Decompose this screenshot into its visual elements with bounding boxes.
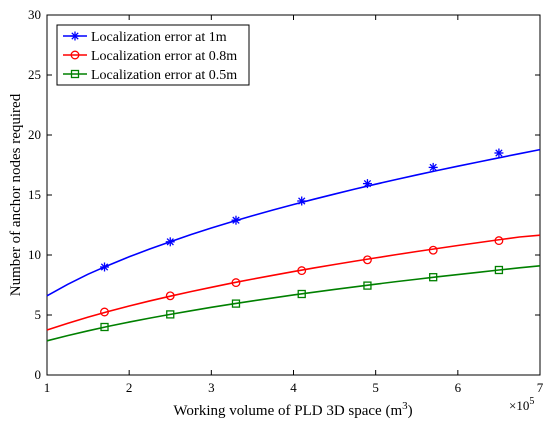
- data-point: [297, 289, 306, 299]
- series-layer: [46, 148, 541, 342]
- data-point: [297, 196, 307, 206]
- data-point: [297, 266, 307, 276]
- series-line: [46, 234, 541, 331]
- y-axis: 0 5 10 15 20 25 30: [28, 7, 540, 382]
- legend-label: Localization error at 0.5m: [91, 68, 237, 83]
- data-point: [100, 307, 109, 317]
- data-point: [231, 278, 241, 288]
- data-point: [494, 265, 504, 275]
- x-tick-label: 7: [537, 380, 544, 395]
- x-exponent-power: 5: [529, 396, 534, 407]
- x-tick-label: 6: [455, 380, 462, 395]
- legend: Localization error at 1m Localization err…: [56, 24, 250, 86]
- data-point: [231, 299, 241, 308]
- legend-item: Localization error at 0.5m: [63, 68, 237, 83]
- data-point: [166, 310, 175, 319]
- series-2: [46, 265, 541, 342]
- series-0: [46, 148, 541, 297]
- y-tick-label: 30: [28, 7, 41, 22]
- legend-marker: [70, 31, 80, 41]
- series-1: [46, 234, 541, 331]
- legend-item: Localization error at 1m: [63, 30, 227, 45]
- data-point: [363, 255, 372, 265]
- data-point: [100, 322, 109, 332]
- x-axis-label-superscript: 3: [402, 400, 408, 412]
- data-point: [428, 162, 438, 172]
- y-tick-label: 5: [35, 307, 42, 322]
- legend-marker: [70, 50, 80, 60]
- series-line: [46, 265, 541, 342]
- x-tick-label: 4: [290, 380, 297, 395]
- y-tick-label: 20: [28, 127, 41, 142]
- legend-box: [56, 24, 250, 86]
- x-tick-label: 1: [44, 380, 51, 395]
- x-axis-exponent: ×105: [509, 396, 534, 413]
- data-point: [165, 237, 175, 247]
- y-tick-label: 0: [35, 367, 42, 382]
- data-point: [362, 179, 372, 189]
- data-point: [363, 281, 372, 290]
- x-axis-label: Working volume of PLD 3D space (m3): [173, 400, 412, 419]
- data-point: [231, 215, 241, 225]
- data-point: [494, 148, 504, 158]
- series-line: [46, 148, 541, 297]
- data-point: [165, 291, 175, 301]
- y-tick-label: 10: [28, 247, 41, 262]
- legend-label: Localization error at 1m: [91, 30, 227, 45]
- x-axis: 1 2 3 4 5 6 7: [44, 15, 544, 395]
- data-point: [428, 245, 438, 255]
- x-tick-label: 2: [126, 380, 133, 395]
- y-tick-label: 25: [28, 67, 41, 82]
- x-axis-label-close: ): [408, 403, 413, 419]
- data-point: [100, 262, 110, 272]
- x-tick-label: 3: [208, 380, 215, 395]
- data-point: [429, 273, 438, 282]
- y-axis-label: Number of anchor nodes required: [8, 93, 24, 296]
- y-tick-label: 15: [28, 187, 41, 202]
- x-tick-label: 5: [372, 380, 379, 395]
- legend-item: Localization error at 0.8m: [63, 49, 237, 64]
- legend-marker: [70, 69, 80, 79]
- x-exponent-base: ×10: [509, 398, 529, 413]
- x-axis-label-text: Working volume of PLD 3D space (m: [173, 403, 402, 419]
- legend-label: Localization error at 0.8m: [91, 49, 237, 64]
- data-point: [494, 236, 504, 246]
